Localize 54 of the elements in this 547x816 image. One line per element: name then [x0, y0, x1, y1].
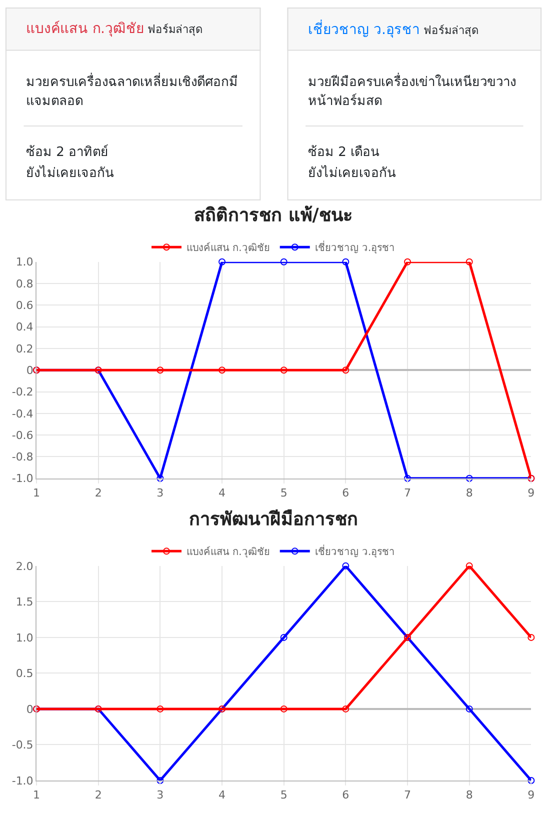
y-tick-label: 0.6 [16, 299, 34, 312]
y-tick-label: 0.8 [16, 277, 34, 290]
x-tick-label: 6 [342, 486, 350, 500]
x-tick-label: 9 [528, 486, 535, 500]
y-tick-label: -0.5 [12, 738, 34, 752]
chart-title: สถิติการชก แพ้/ชนะ [194, 205, 353, 226]
x-tick-label: 1 [33, 486, 40, 500]
x-tick-label: 5 [280, 486, 288, 500]
x-tick-label: 1 [33, 788, 40, 802]
x-tick-label: 4 [218, 788, 226, 802]
y-tick-label: -1.0 [12, 472, 34, 486]
text: ยังไม่เคยเจอกัน [308, 165, 396, 181]
y-tick-label: 1.0 [16, 256, 34, 269]
text: หน้าฟอร์มสด [308, 93, 382, 109]
x-tick-label: 3 [156, 486, 164, 500]
y-tick-label: -0.8 [12, 450, 34, 464]
x-tick-label: 9 [528, 788, 535, 802]
text: แบงค์แสน ก.วุฒิชัย [26, 20, 144, 37]
text: ซ้อม 2 อาทิตย์ [26, 144, 109, 160]
y-tick-label: -0.6 [12, 428, 34, 442]
text: มวยครบเครื่องฉลาดเหลี่ยมเชิงดีศอกมี [26, 73, 238, 90]
x-tick-label: 2 [94, 788, 102, 802]
legend-label: แบงค์แสน ก.วุฒิชัย [186, 546, 270, 558]
x-tick-label: 3 [156, 788, 164, 802]
y-tick-label: 0 [26, 702, 34, 716]
text: ฟอร์มล่าสุด [424, 24, 479, 37]
y-tick-label: 0.5 [16, 667, 34, 680]
x-tick-label: 8 [466, 486, 473, 500]
y-tick-label: -0.2 [12, 386, 34, 399]
text: ยังไม่เคยเจอกัน [26, 165, 114, 181]
y-tick-label: 1.0 [16, 631, 34, 644]
y-tick-label: 0.4 [16, 320, 34, 334]
y-tick-label: -1.0 [12, 774, 34, 788]
legend-label: เชี่ยวชาญ ว.อุรชา [314, 240, 396, 254]
text: ฟอร์มล่าสุด [148, 23, 203, 36]
x-tick-label: 7 [404, 788, 412, 802]
text: แจมตลอด [26, 94, 83, 109]
text: ซ้อม 2 เดือน [308, 144, 380, 160]
legend-label: เชี่ยวชาญ ว.อุรชา [314, 544, 396, 558]
y-tick-label: 2.0 [16, 560, 34, 573]
x-tick-label: 5 [280, 788, 288, 802]
x-tick-label: 2 [94, 486, 102, 500]
legend-label: แบงค์แสน ก.วุฒิชัย [186, 242, 270, 254]
x-tick-label: 4 [218, 486, 226, 500]
text: เชี่ยวชาญ ว.อุรชา [308, 20, 420, 38]
y-tick-label: 0 [26, 364, 34, 377]
y-tick-label: 1.5 [16, 596, 34, 609]
chart-title: การพัฒนาฝีมือการชก [189, 509, 358, 530]
text: มวยฝีมือครบเครื่องเข่าในเหนียวขวาง [308, 73, 516, 90]
y-tick-label: 0.2 [16, 342, 34, 356]
x-tick-label: 6 [342, 788, 350, 802]
x-tick-label: 8 [466, 788, 473, 802]
y-tick-label: -0.4 [12, 407, 34, 420]
x-tick-label: 7 [404, 486, 412, 500]
